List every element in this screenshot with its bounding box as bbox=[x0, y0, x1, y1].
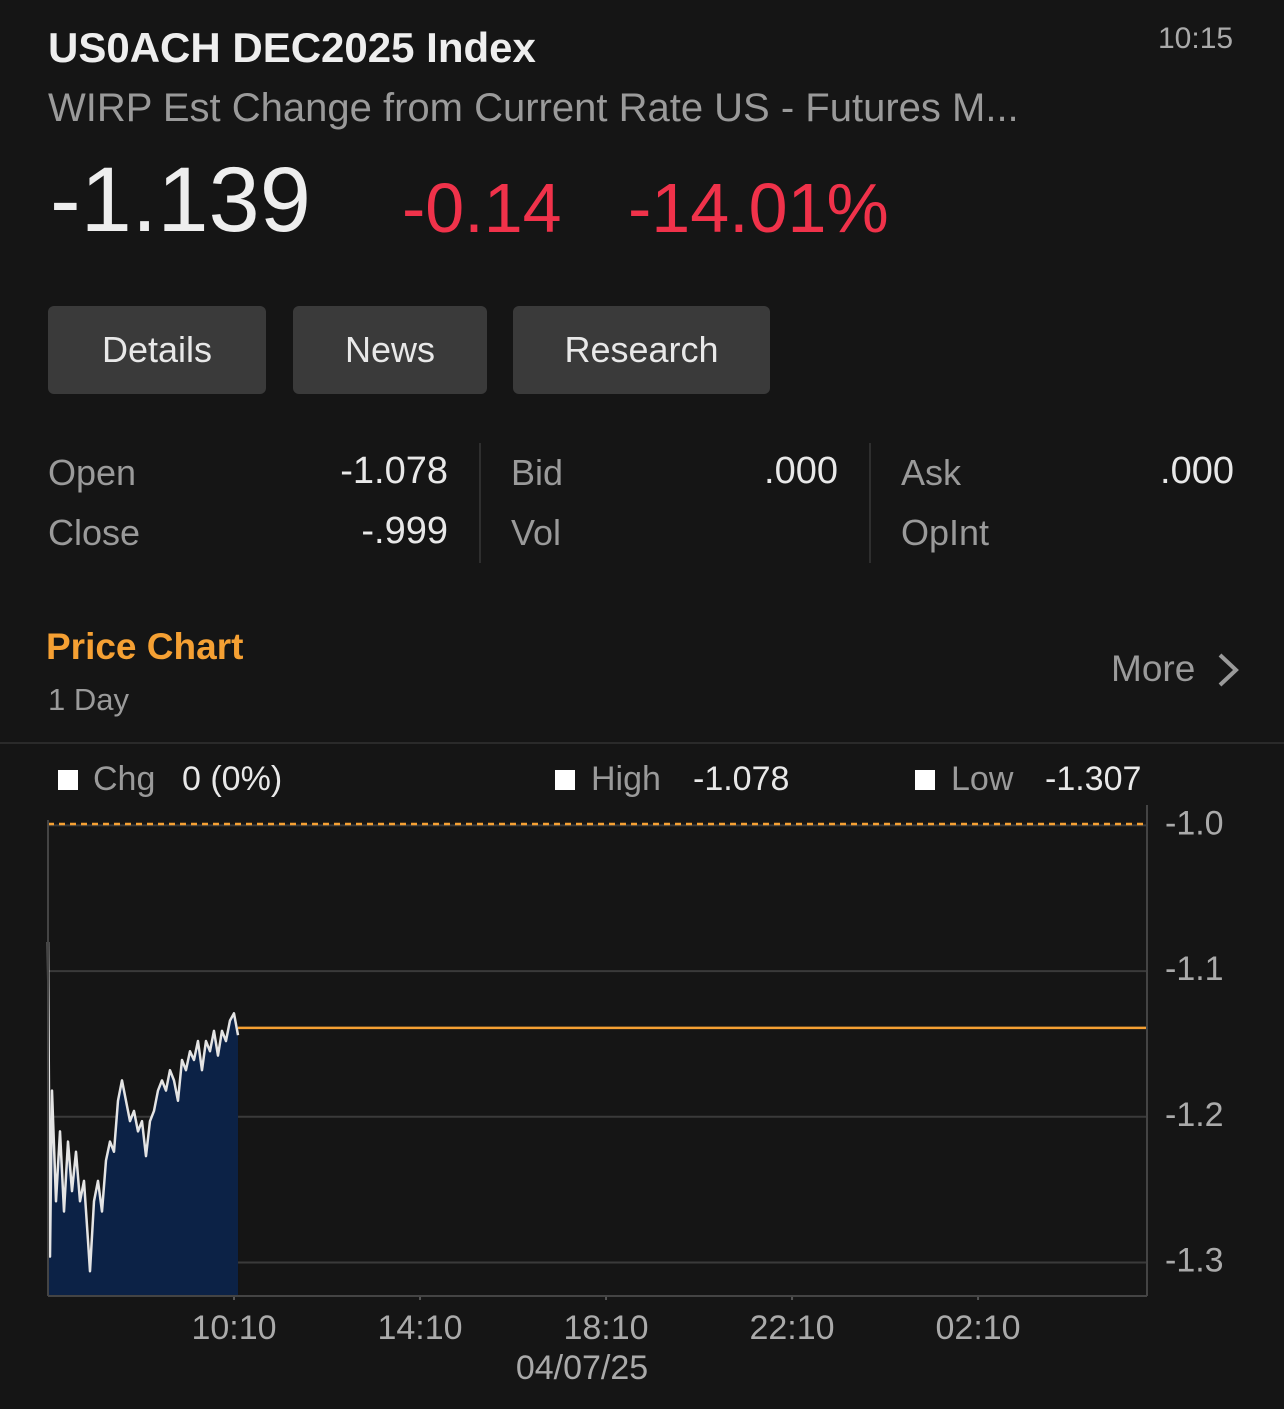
x-tick-label: 10:10 bbox=[191, 1309, 276, 1347]
research-button[interactable]: Research bbox=[513, 306, 770, 394]
column-divider bbox=[479, 443, 481, 563]
legend-value: 0 (0%) bbox=[182, 760, 282, 798]
title: US0ACH DEC2025 Index bbox=[48, 24, 536, 71]
legend-swatch bbox=[555, 770, 575, 790]
section-title: Price Chart bbox=[46, 626, 244, 667]
x-tick-label: 22:10 bbox=[749, 1309, 834, 1347]
x-tick-label: 02:10 bbox=[936, 1309, 1021, 1347]
stat-label: Close bbox=[48, 512, 141, 553]
stat-label: Ask bbox=[901, 452, 962, 493]
net-change: -0.14 bbox=[402, 169, 562, 247]
legend-value: -1.307 bbox=[1045, 760, 1141, 798]
period: 1 Day bbox=[48, 682, 129, 717]
legend-label: Chg bbox=[93, 760, 155, 798]
x-date-label: 04/07/25 bbox=[516, 1349, 648, 1387]
x-tick-label: 14:10 bbox=[377, 1309, 462, 1347]
y-tick-label: -1.3 bbox=[1165, 1241, 1224, 1279]
last-price: -1.139 bbox=[50, 149, 311, 251]
chevron bbox=[1218, 653, 1239, 687]
y-tick-label: -1.2 bbox=[1165, 1096, 1224, 1134]
stat-value: .000 bbox=[764, 450, 838, 492]
line bbox=[46, 941, 240, 1273]
stat-value: -1.078 bbox=[340, 450, 448, 492]
area bbox=[48, 941, 239, 1296]
stat-label: Vol bbox=[511, 512, 562, 553]
legend-label: Low bbox=[951, 760, 1014, 798]
stat-label: OpInt bbox=[901, 512, 990, 553]
legend-swatch bbox=[915, 770, 935, 790]
stat-label: Bid bbox=[511, 452, 564, 493]
percent-change: -14.01% bbox=[628, 169, 889, 247]
stat-value: -.999 bbox=[361, 510, 448, 552]
column-divider bbox=[869, 443, 871, 563]
stat-value: .000 bbox=[1160, 450, 1234, 492]
legend-swatch bbox=[58, 770, 78, 790]
y-tick-label: -1.1 bbox=[1165, 950, 1224, 988]
legend-value: -1.078 bbox=[693, 760, 789, 798]
more-link[interactable]: More bbox=[1111, 648, 1196, 689]
y-tick-label: -1.0 bbox=[1165, 804, 1224, 842]
legend-label: High bbox=[591, 760, 661, 798]
stat-label: Open bbox=[48, 452, 137, 493]
details-button[interactable]: Details bbox=[48, 306, 266, 394]
subtitle: WIRP Est Change from Current Rate US - F… bbox=[48, 86, 1019, 130]
x-tick-label: 18:10 bbox=[563, 1309, 648, 1347]
news-button[interactable]: News bbox=[293, 306, 487, 394]
clock: 10:15 bbox=[1158, 22, 1234, 55]
